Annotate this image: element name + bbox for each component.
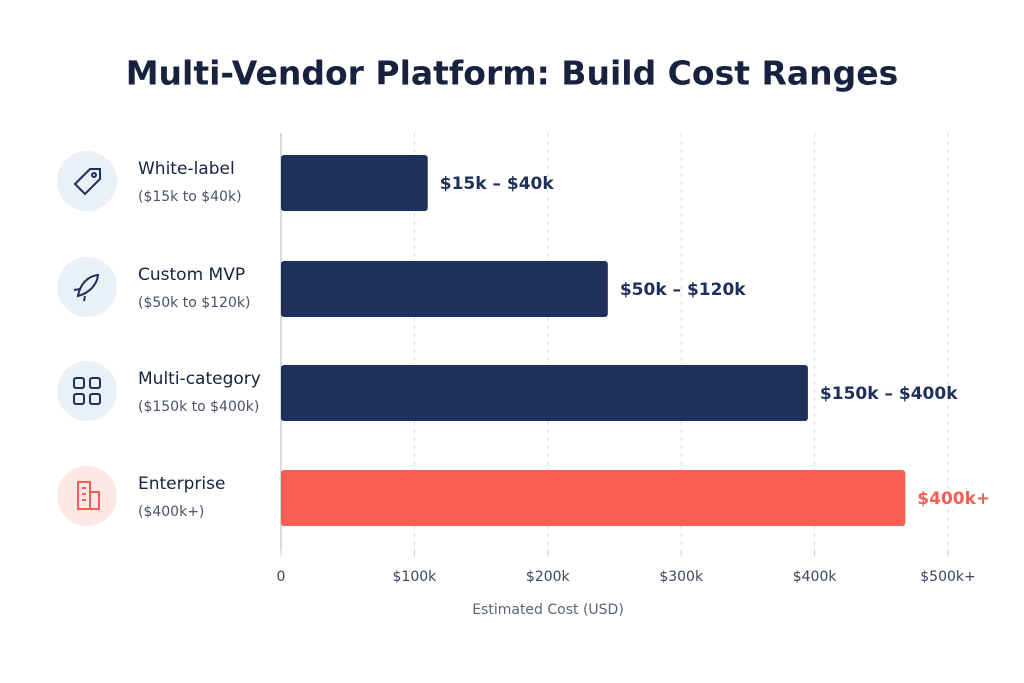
- chart-title: Multi-Vendor Platform: Build Cost Ranges: [126, 54, 899, 93]
- tag-hole: [91, 172, 97, 178]
- rocket-icon: [73, 273, 100, 302]
- x-tick-label: $300k: [659, 569, 704, 585]
- bar-label: $400k+: [917, 489, 990, 509]
- icon-bg: [57, 466, 117, 526]
- x-tick-label: $500k+: [920, 569, 975, 585]
- tag-icon: [73, 168, 101, 196]
- x-tick-label: 0: [277, 569, 286, 585]
- category-label: Custom MVP: [138, 265, 245, 285]
- category-label: Multi-category: [138, 369, 261, 389]
- bar: [281, 470, 906, 526]
- bar-label: $150k – $400k: [820, 384, 958, 404]
- category-subtitle: ($15k to $40k): [138, 189, 242, 205]
- icon-bg: [57, 257, 117, 317]
- bar-label: $15k – $40k: [440, 174, 555, 194]
- icons: [57, 151, 117, 526]
- x-axis-label: Estimated Cost (USD): [472, 602, 624, 618]
- category-label: Enterprise: [138, 474, 225, 494]
- bar: [281, 365, 808, 421]
- x-tick-label: $100k: [393, 569, 438, 585]
- bar-label: $50k – $120k: [620, 280, 746, 300]
- x-tick-label: $400k: [793, 569, 838, 585]
- building-icon: [77, 481, 100, 510]
- icon-bg: [57, 361, 117, 421]
- category-subtitle: ($400k+): [138, 504, 204, 520]
- x-tick-label: $200k: [526, 569, 571, 585]
- icon-bg: [57, 151, 117, 211]
- bar: [281, 155, 428, 211]
- category-label: White-label: [138, 159, 235, 179]
- grid-icon: [73, 377, 101, 405]
- bar: [281, 261, 608, 317]
- category-subtitle: ($50k to $120k): [138, 295, 250, 311]
- category-subtitle: ($150k to $400k): [138, 399, 259, 415]
